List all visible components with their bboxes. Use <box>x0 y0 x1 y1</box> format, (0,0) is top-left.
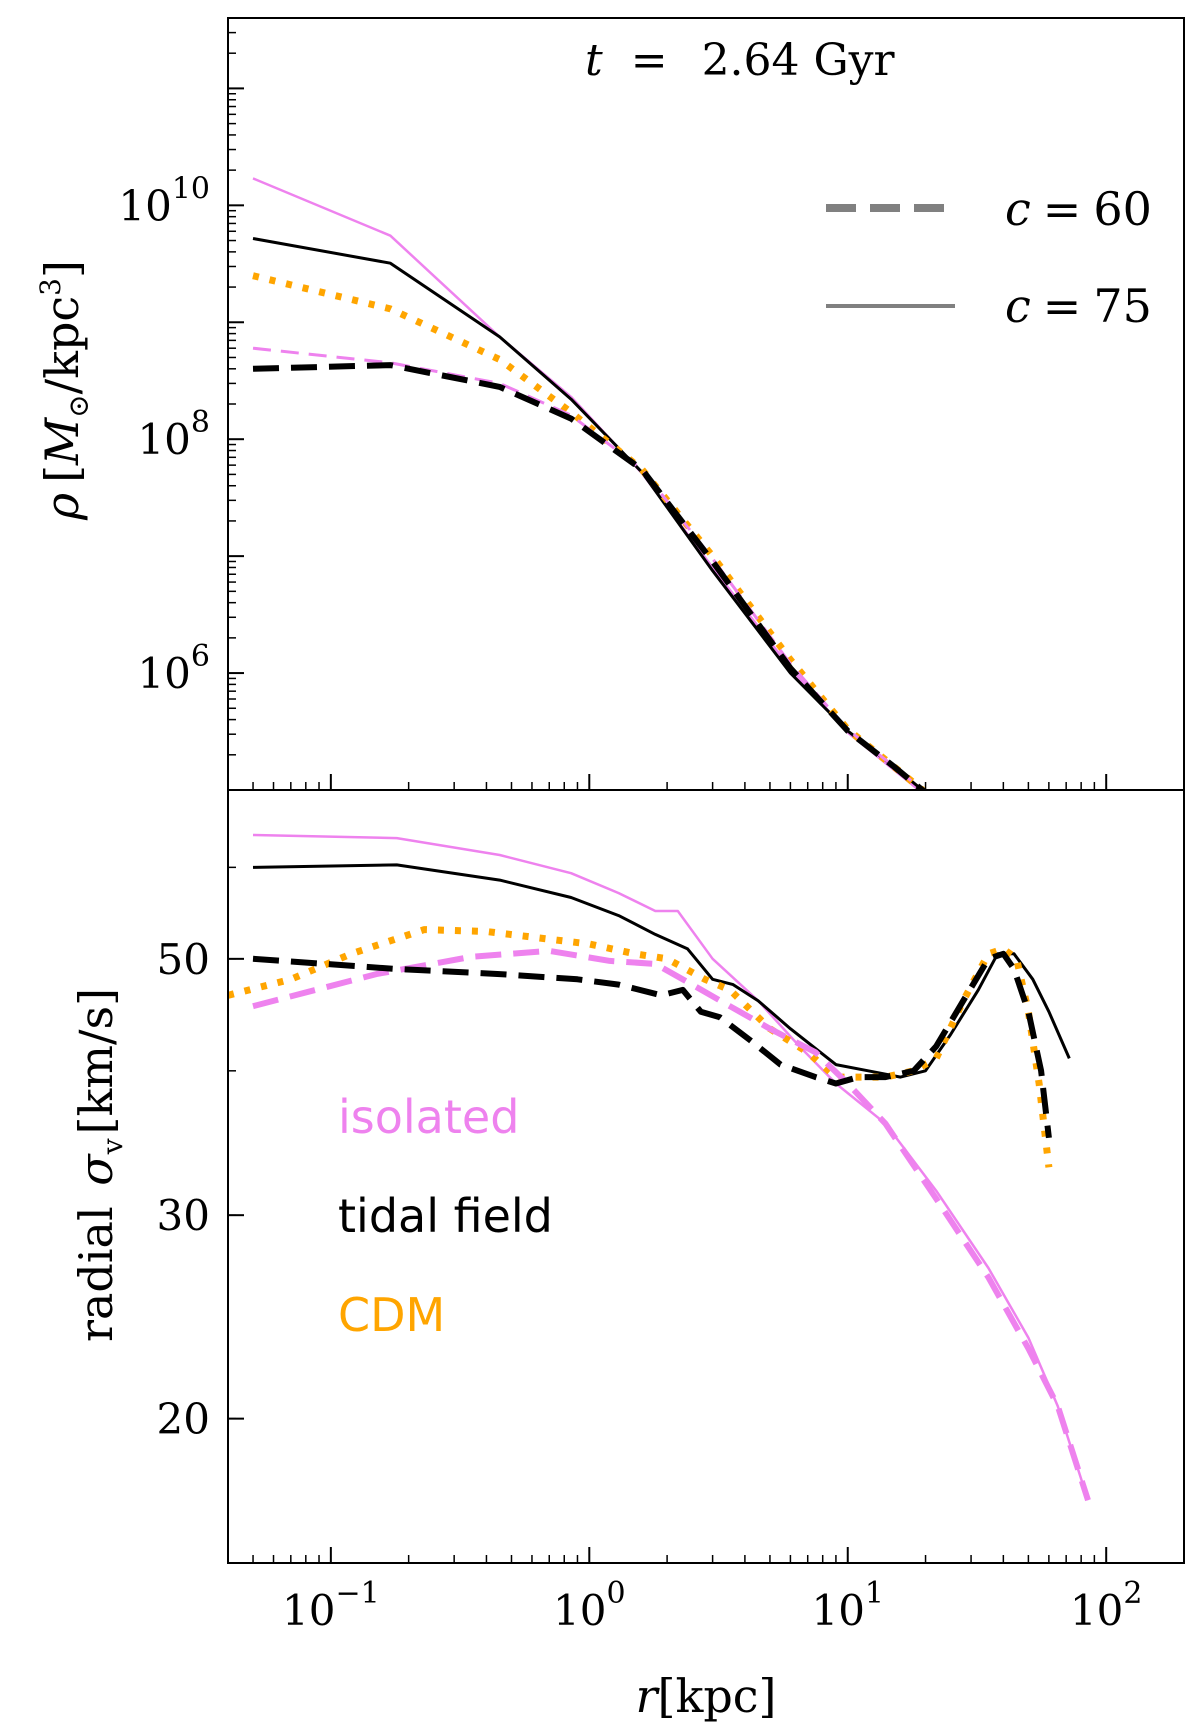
category-label-cdm: CDM <box>338 1288 445 1342</box>
top-panel-frame <box>227 17 1185 791</box>
legend-label-c75: c = 75 <box>1005 279 1152 333</box>
time-annotation: t = 2.64 Gyr <box>585 35 896 86</box>
bottom-y-tick-label: 30 <box>157 1191 210 1240</box>
bottom-y-axis-label: radial σv[km/s] <box>69 988 129 1342</box>
top-series-tidal-field-c-60 <box>252 362 928 790</box>
x-axis-label: r[kpc] <box>636 1669 777 1723</box>
category-label-tidal-field: tidal field <box>338 1189 553 1243</box>
top-y-tick-label: 106 <box>137 639 210 698</box>
bottom-series-tidal-field-c-60 <box>252 950 1052 1139</box>
legend: c = 60 c = 75 <box>826 182 1152 333</box>
top-y-tick-label: 108 <box>137 405 210 464</box>
x-tick-label: 10−1 <box>282 1576 380 1635</box>
bottom-series-isolated-c-75 <box>252 833 1090 1501</box>
category-labels: isolated tidal field CDM <box>338 1090 553 1342</box>
bottom-series-isolated-c-60 <box>252 947 1091 1502</box>
top-series-tidal-field-c-75 <box>252 237 925 790</box>
top-series-cdm <box>252 272 928 790</box>
top-y-axis-label: ρ[M⊙/kpc3] <box>34 260 95 521</box>
category-label-isolated: isolated <box>338 1090 519 1144</box>
x-tick-label: 100 <box>553 1576 626 1635</box>
bottom-series-tidal-field-c-75 <box>252 863 1071 1079</box>
top-y-tick-label: 1010 <box>118 171 210 230</box>
bottom-y-tick-label: 50 <box>157 935 210 984</box>
bottom-panel-frame <box>227 789 1185 1564</box>
x-tick-label: 101 <box>811 1576 884 1635</box>
bottom-y-tick-label: 20 <box>157 1395 210 1444</box>
x-tick-label: 102 <box>1070 1576 1143 1635</box>
legend-label-c60: c = 60 <box>1005 182 1152 236</box>
